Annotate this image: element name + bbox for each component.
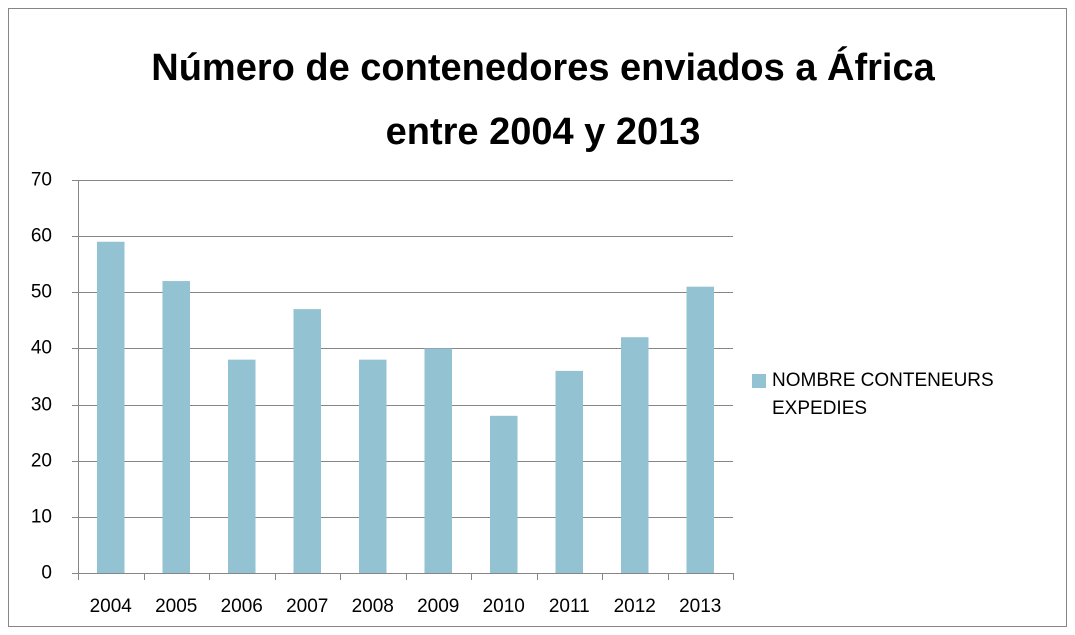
y-tick-label: 30 [31, 395, 52, 416]
bar [489, 415, 518, 573]
bar [555, 370, 584, 573]
x-tick-label: 2012 [614, 596, 656, 617]
x-tick-label: 2009 [417, 596, 459, 617]
chart-border [8, 8, 1067, 627]
y-tick-label: 10 [31, 507, 52, 528]
bar [686, 286, 715, 573]
bar [293, 309, 322, 573]
x-tick-label: 2004 [90, 596, 133, 617]
x-tick-label: 2013 [679, 596, 721, 617]
chart-title: Número de contenedores enviados a África… [151, 47, 935, 153]
y-tick-label: 40 [31, 338, 52, 359]
y-tick-label: 60 [31, 226, 52, 247]
bar [96, 241, 125, 573]
bar [620, 337, 649, 573]
bar [358, 359, 387, 573]
x-tick-label: 2010 [483, 596, 525, 617]
x-tick-label: 2006 [221, 596, 263, 617]
y-tick-label: 20 [31, 451, 52, 472]
x-tick-label: 2007 [286, 596, 328, 617]
bar [424, 348, 453, 573]
x-tick-label: 2005 [155, 596, 197, 617]
y-tick-label: 50 [31, 282, 52, 303]
y-tick-label: 0 [41, 563, 52, 584]
legend-swatch [752, 374, 766, 388]
legend-label: NOMBRE CONTENEURS EXPEDIES [772, 370, 994, 419]
bar [227, 359, 256, 573]
bar [162, 281, 191, 573]
y-tick-label: 70 [31, 170, 52, 191]
x-tick-label: 2008 [352, 596, 394, 617]
x-tick-label: 2011 [549, 596, 590, 617]
legend: NOMBRE CONTENEURS EXPEDIES [752, 367, 1042, 423]
